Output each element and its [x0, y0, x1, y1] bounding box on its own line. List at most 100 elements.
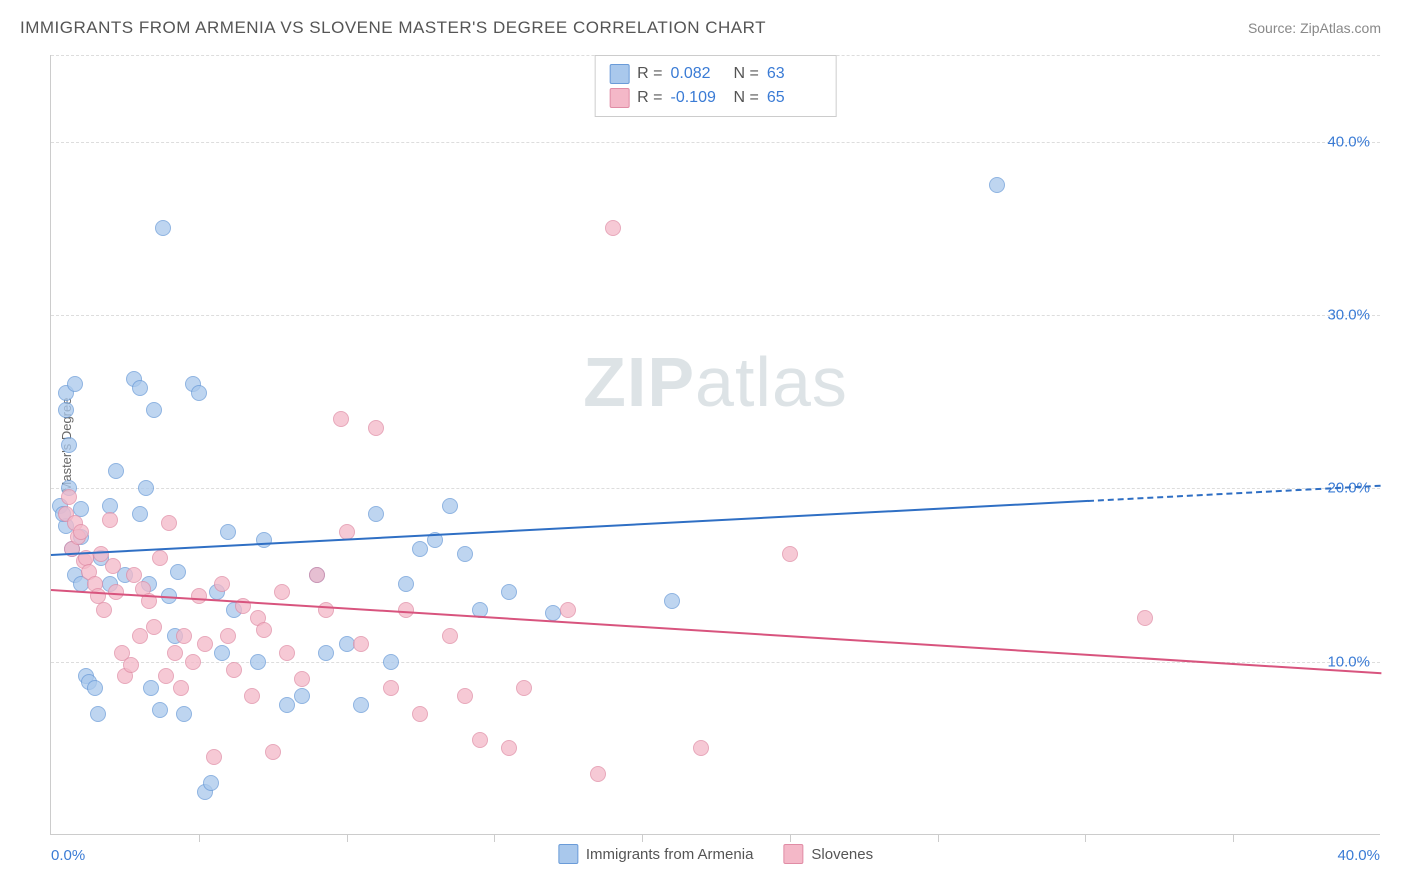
- scatter-point-slovenes: [244, 688, 260, 704]
- legend-r-label: R =: [637, 65, 662, 83]
- legend-row-slovenes: R = -0.109 N = 65: [609, 86, 822, 110]
- scatter-point-armenia: [339, 636, 355, 652]
- scatter-point-armenia: [442, 498, 458, 514]
- trendline-armenia: [51, 500, 1088, 556]
- scatter-point-armenia: [176, 706, 192, 722]
- chart-container: ZIPatlas Master's Degree R = 0.082 N = 6…: [50, 55, 1380, 835]
- legend-r-label: R =: [637, 89, 662, 107]
- scatter-point-armenia: [143, 680, 159, 696]
- y-tick-label: 10.0%: [1327, 653, 1370, 670]
- watermark-bold: ZIP: [583, 343, 695, 421]
- x-tick: [494, 834, 495, 842]
- legend-n-label: N =: [734, 65, 759, 83]
- chart-title: IMMIGRANTS FROM ARMENIA VS SLOVENE MASTE…: [20, 18, 766, 38]
- scatter-point-slovenes: [353, 636, 369, 652]
- scatter-point-slovenes: [220, 628, 236, 644]
- scatter-point-slovenes: [590, 766, 606, 782]
- scatter-point-slovenes: [383, 680, 399, 696]
- legend-row-armenia: R = 0.082 N = 63: [609, 62, 822, 86]
- scatter-point-slovenes: [176, 628, 192, 644]
- legend-swatch-slovenes: [609, 88, 629, 108]
- legend-n-value-slovenes: 65: [767, 89, 822, 107]
- scatter-point-armenia: [87, 680, 103, 696]
- scatter-point-slovenes: [516, 680, 532, 696]
- legend-n-label: N =: [734, 89, 759, 107]
- scatter-point-armenia: [256, 532, 272, 548]
- scatter-point-slovenes: [309, 567, 325, 583]
- scatter-point-slovenes: [152, 550, 168, 566]
- scatter-point-slovenes: [146, 619, 162, 635]
- source-name: ZipAtlas.com: [1300, 20, 1381, 36]
- scatter-point-slovenes: [1137, 610, 1153, 626]
- legend-swatch-armenia-bottom: [558, 844, 578, 864]
- scatter-point-slovenes: [501, 740, 517, 756]
- scatter-point-slovenes: [102, 512, 118, 528]
- scatter-point-slovenes: [61, 489, 77, 505]
- scatter-point-armenia: [90, 706, 106, 722]
- scatter-point-slovenes: [294, 671, 310, 687]
- scatter-point-slovenes: [782, 546, 798, 562]
- scatter-point-slovenes: [105, 558, 121, 574]
- scatter-point-slovenes: [560, 602, 576, 618]
- x-tick: [642, 834, 643, 842]
- scatter-point-slovenes: [368, 420, 384, 436]
- scatter-point-armenia: [383, 654, 399, 670]
- scatter-point-armenia: [155, 220, 171, 236]
- scatter-point-armenia: [318, 645, 334, 661]
- legend-r-value-armenia: 0.082: [671, 65, 726, 83]
- scatter-point-slovenes: [191, 588, 207, 604]
- scatter-point-armenia: [501, 584, 517, 600]
- legend-swatch-slovenes-bottom: [783, 844, 803, 864]
- legend-swatch-armenia: [609, 64, 629, 84]
- scatter-point-armenia: [353, 697, 369, 713]
- scatter-point-slovenes: [442, 628, 458, 644]
- scatter-point-armenia: [61, 437, 77, 453]
- scatter-point-slovenes: [605, 220, 621, 236]
- x-tick: [790, 834, 791, 842]
- scatter-point-slovenes: [158, 668, 174, 684]
- scatter-point-armenia: [989, 177, 1005, 193]
- scatter-point-armenia: [368, 506, 384, 522]
- scatter-point-slovenes: [412, 706, 428, 722]
- scatter-point-armenia: [152, 702, 168, 718]
- scatter-point-slovenes: [256, 622, 272, 638]
- scatter-point-slovenes: [123, 657, 139, 673]
- scatter-point-slovenes: [185, 654, 201, 670]
- scatter-point-armenia: [214, 645, 230, 661]
- correlation-legend: R = 0.082 N = 63 R = -0.109 N = 65: [594, 55, 837, 117]
- scatter-point-armenia: [58, 402, 74, 418]
- x-axis-max-label: 40.0%: [1337, 847, 1380, 864]
- x-tick: [1233, 834, 1234, 842]
- scatter-point-armenia: [545, 605, 561, 621]
- gridline: [51, 142, 1380, 143]
- scatter-point-armenia: [250, 654, 266, 670]
- series-legend: Immigrants from Armenia Slovenes: [558, 844, 873, 864]
- scatter-point-armenia: [220, 524, 236, 540]
- scatter-point-slovenes: [279, 645, 295, 661]
- legend-label-armenia: Immigrants from Armenia: [586, 846, 754, 863]
- scatter-point-armenia: [294, 688, 310, 704]
- scatter-point-slovenes: [214, 576, 230, 592]
- scatter-point-armenia: [170, 564, 186, 580]
- x-tick: [347, 834, 348, 842]
- scatter-point-armenia: [279, 697, 295, 713]
- x-tick: [199, 834, 200, 842]
- scatter-point-slovenes: [398, 602, 414, 618]
- scatter-point-slovenes: [333, 411, 349, 427]
- scatter-point-slovenes: [161, 515, 177, 531]
- watermark-light: atlas: [695, 343, 848, 421]
- scatter-point-armenia: [664, 593, 680, 609]
- scatter-point-slovenes: [173, 680, 189, 696]
- scatter-point-armenia: [108, 463, 124, 479]
- scatter-point-slovenes: [274, 584, 290, 600]
- scatter-point-slovenes: [472, 732, 488, 748]
- y-tick-label: 40.0%: [1327, 133, 1370, 150]
- scatter-point-slovenes: [226, 662, 242, 678]
- scatter-point-slovenes: [457, 688, 473, 704]
- scatter-point-armenia: [67, 376, 83, 392]
- scatter-point-slovenes: [206, 749, 222, 765]
- x-axis-min-label: 0.0%: [51, 847, 85, 864]
- scatter-point-armenia: [398, 576, 414, 592]
- legend-n-value-armenia: 63: [767, 65, 822, 83]
- scatter-point-slovenes: [693, 740, 709, 756]
